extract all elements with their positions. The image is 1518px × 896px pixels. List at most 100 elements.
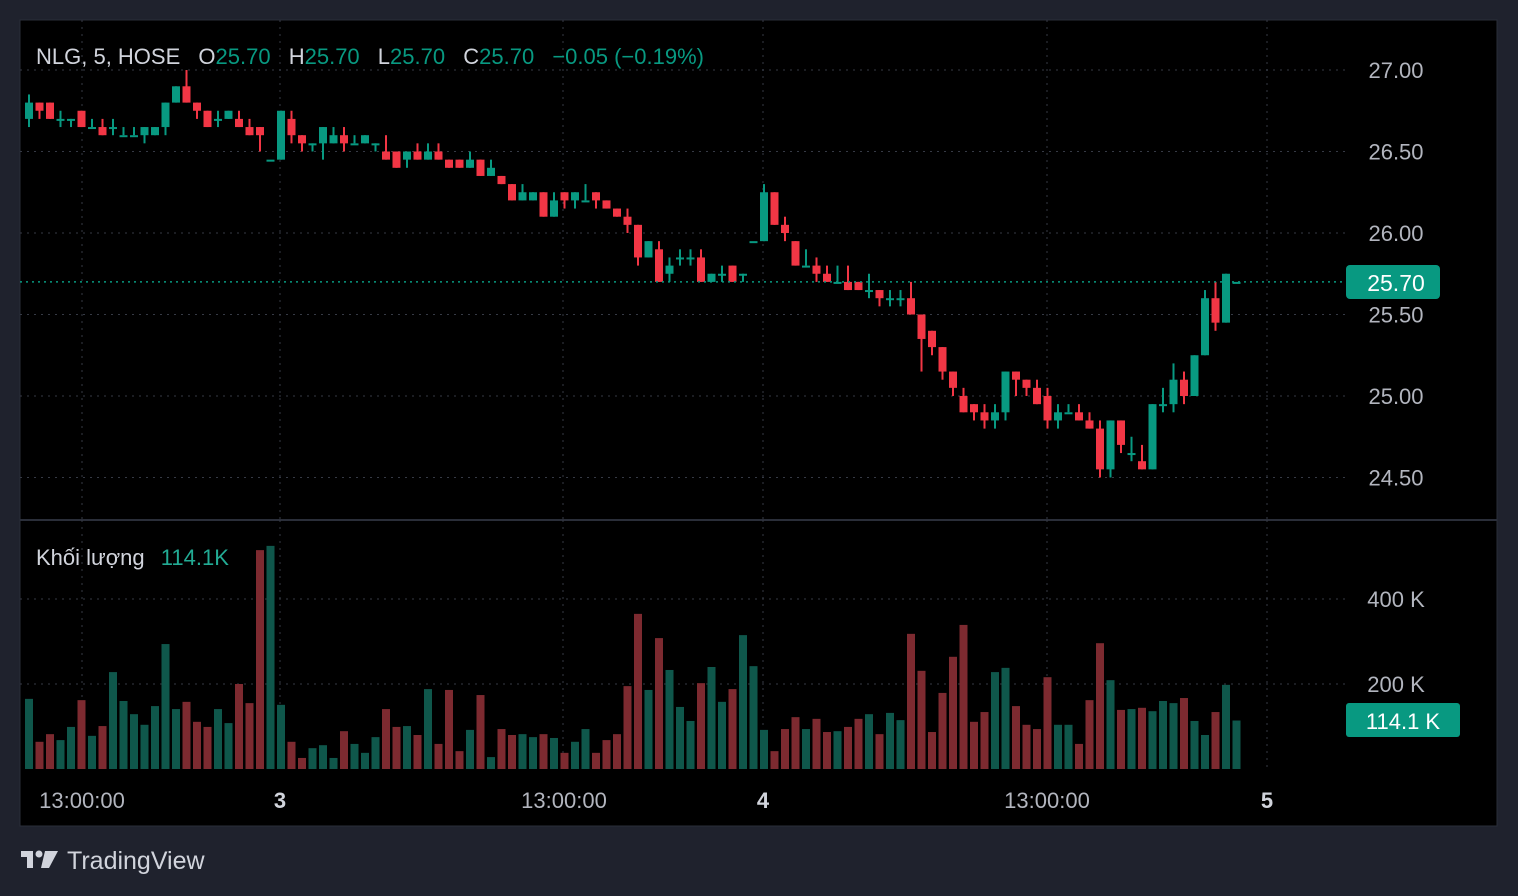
volume-bar <box>949 656 957 769</box>
candle-body <box>959 396 968 413</box>
candle-body <box>277 110 285 160</box>
volume-bar <box>392 726 401 769</box>
time-axis[interactable]: 13:00:00 3 13:00:00 4 13:00:00 5 <box>39 788 1273 813</box>
volume-bar <box>833 731 842 769</box>
last-volume-label: 114.1 K <box>1366 709 1441 734</box>
low-label: L <box>378 44 390 69</box>
candle <box>1001 371 1010 421</box>
volume-bar <box>497 729 506 769</box>
candle-body <box>728 265 737 282</box>
candle <box>949 371 957 396</box>
volume-bar <box>445 689 453 769</box>
candle <box>1106 420 1115 478</box>
candle-body <box>970 404 978 413</box>
candle-body <box>193 102 201 111</box>
candle-body <box>455 159 464 168</box>
candle <box>287 110 296 144</box>
candle-body <box>235 118 243 128</box>
volume-bar <box>1106 680 1115 769</box>
volume-bar <box>854 718 863 769</box>
volume-bar <box>634 613 642 769</box>
volume-bar <box>224 723 233 769</box>
volume-tick: 200 K <box>1367 672 1425 697</box>
price-axis[interactable]: 27.00 26.50 26.00 25.50 25.00 24.50 <box>1368 58 1423 491</box>
open-label: O <box>198 44 215 69</box>
candle <box>340 127 348 152</box>
candle <box>781 216 789 242</box>
candle <box>350 135 359 146</box>
volume-bar <box>728 689 737 769</box>
candle-body <box>781 224 789 233</box>
volume-bar <box>550 737 558 769</box>
candle-body <box>1117 420 1125 445</box>
close-label: C <box>463 44 479 69</box>
volume-bar <box>508 735 516 769</box>
candle-body <box>434 151 443 160</box>
candle-body <box>245 127 254 136</box>
volume-bar <box>277 704 285 769</box>
candle <box>560 192 569 209</box>
volume-bar <box>980 712 989 769</box>
candle <box>88 118 96 130</box>
candle-body <box>539 192 548 217</box>
candle <box>182 70 191 103</box>
candle <box>1127 436 1136 462</box>
candle <box>1117 420 1125 454</box>
candle <box>119 127 128 138</box>
candle-body <box>392 151 401 168</box>
candle-body <box>634 224 642 258</box>
volume-bar <box>434 743 443 769</box>
candle-body <box>67 118 75 121</box>
volume-bar <box>476 695 485 769</box>
brand-name: TradingView <box>67 847 206 875</box>
candle-body <box>266 159 275 162</box>
time-tick: 13:00:00 <box>39 788 125 813</box>
low-value: 25.70 <box>390 44 445 69</box>
candle-body <box>1211 298 1220 323</box>
candle-body <box>287 118 296 136</box>
close-value: 25.70 <box>479 44 534 69</box>
candle-body <box>1033 387 1041 405</box>
candle <box>980 404 989 429</box>
candle <box>214 110 222 128</box>
volume-legend-label[interactable]: Khối lượng <box>36 545 145 570</box>
time-tick: 3 <box>274 788 286 813</box>
volume-legend: Khối lượng 114.1K <box>36 545 229 570</box>
candle-body <box>529 192 537 201</box>
candle <box>403 151 411 168</box>
high-label: H <box>289 44 305 69</box>
candle <box>445 159 453 168</box>
candle <box>1190 355 1199 396</box>
candle <box>25 94 33 128</box>
candle <box>1096 420 1104 478</box>
candle-body <box>602 200 611 209</box>
volume-bar <box>25 698 33 769</box>
candle <box>1159 387 1167 413</box>
volume-bar <box>140 724 149 769</box>
candle-body <box>340 135 348 144</box>
candle <box>476 159 485 176</box>
symbol-title[interactable]: NLG, 5, HOSE <box>36 44 180 69</box>
candle <box>655 241 663 282</box>
volume-bar <box>109 672 117 769</box>
price-tick: 25.00 <box>1368 384 1423 409</box>
candle-body <box>319 127 327 144</box>
candle <box>770 192 779 225</box>
volume-bar <box>256 550 264 769</box>
price-tick: 26.00 <box>1368 221 1423 246</box>
volume-bar <box>655 638 663 769</box>
candle-body <box>1201 298 1209 356</box>
volume-bar <box>907 633 915 769</box>
candle <box>896 290 905 307</box>
candle <box>1012 371 1020 396</box>
volume-bar <box>1148 711 1157 769</box>
candle-body <box>1106 420 1115 470</box>
candle-body <box>823 273 831 282</box>
candle <box>665 257 674 282</box>
candle <box>424 143 432 160</box>
tradingview-logo[interactable]: TradingView <box>21 847 206 875</box>
volume-bar <box>88 735 96 769</box>
volume-bar <box>245 703 254 769</box>
volume-bar <box>1075 743 1083 769</box>
